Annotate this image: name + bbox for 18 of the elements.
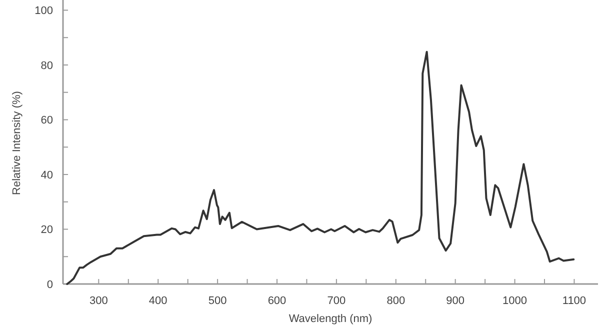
y-axis-title: Relative Intensity (%) xyxy=(11,91,23,195)
x-tick-label: 600 xyxy=(268,295,286,307)
x-tick-label: 900 xyxy=(446,295,465,307)
y-tick-label: 0 xyxy=(46,278,53,291)
x-tick-label: 700 xyxy=(327,295,346,307)
x-tick-label: 300 xyxy=(89,295,108,307)
x-tick-label: 500 xyxy=(208,295,227,307)
x-tick-label: 1000 xyxy=(502,295,528,307)
y-tick-label: 100 xyxy=(34,5,53,18)
x-tick-label: 800 xyxy=(386,295,406,307)
y-tick-label: 60 xyxy=(40,114,53,127)
y-tick-label: 20 xyxy=(40,224,53,236)
x-axis-title: Wavelength (nm) xyxy=(288,313,372,325)
x-tick-label: 400 xyxy=(148,295,168,307)
y-tick-label: 80 xyxy=(40,60,53,72)
y-tick-label: 40 xyxy=(40,169,53,182)
line-series xyxy=(66,50,575,285)
x-tick-label: 1100 xyxy=(562,295,586,307)
